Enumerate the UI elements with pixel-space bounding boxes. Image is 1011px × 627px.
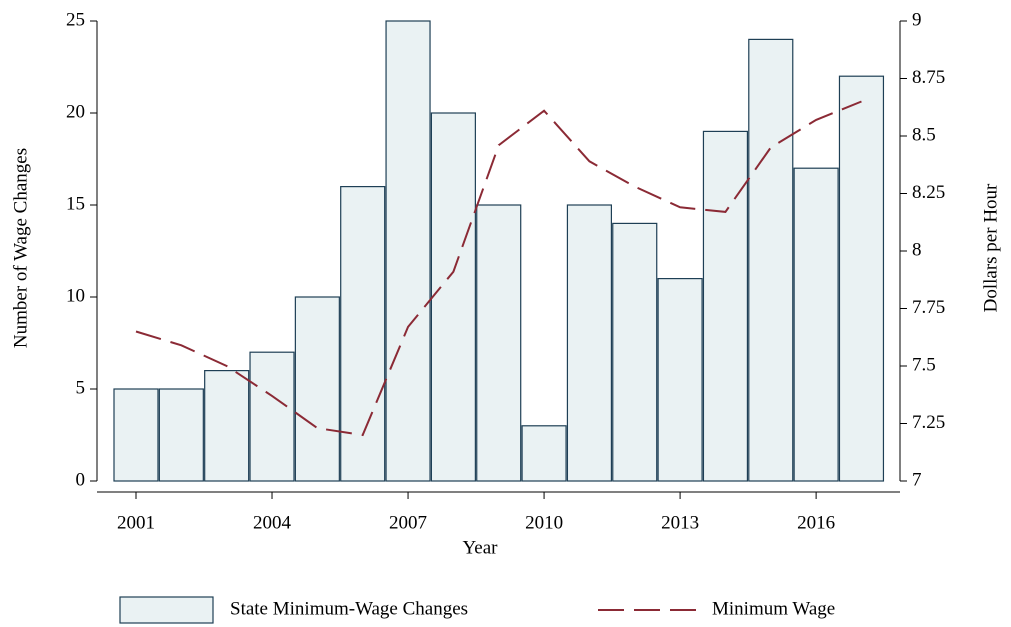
x-axis-label: Year [462, 537, 498, 558]
x-tick-label: 2010 [525, 512, 563, 533]
y-tick-label: 10 [66, 285, 85, 306]
x-tick-label: 2004 [253, 512, 292, 533]
bar [612, 222, 658, 482]
bar [249, 351, 295, 482]
bar [838, 75, 885, 482]
bar [793, 167, 839, 482]
y-tick-label: 15 [66, 193, 85, 214]
bar [158, 388, 204, 482]
y-tick-label: 5 [76, 377, 86, 398]
y2-tick-label: 7.75 [912, 297, 945, 318]
bar [657, 278, 703, 482]
y2-tick-label: 8.75 [912, 67, 945, 88]
bar [748, 38, 794, 482]
y2-tick-label: 9 [912, 9, 922, 30]
legend-label: State Minimum-Wage Changes [230, 598, 468, 619]
legend-label: Minimum Wage [712, 598, 835, 619]
y-axis-label: Number of Wage Changes [10, 148, 31, 348]
bar [521, 425, 567, 482]
bar [294, 296, 340, 482]
y2-tick-label: 8 [912, 239, 922, 260]
bar [476, 204, 522, 482]
y2-axis-label: Dollars per Hour [980, 183, 1001, 312]
bar [430, 112, 476, 482]
x-tick-label: 2016 [797, 512, 835, 533]
bar [340, 186, 386, 482]
bar [702, 130, 749, 482]
y-tick-label: 0 [76, 469, 86, 490]
y2-tick-label: 7.25 [912, 412, 945, 433]
bar [113, 388, 159, 482]
y-tick-label: 20 [66, 101, 85, 122]
y2-tick-label: 8.25 [912, 182, 945, 203]
x-tick-label: 2013 [661, 512, 699, 533]
x-tick-label: 2007 [389, 512, 427, 533]
bar [566, 204, 613, 482]
y2-tick-label: 7 [912, 469, 922, 490]
y2-tick-label: 8.5 [912, 124, 936, 145]
bar [385, 20, 431, 482]
bar [204, 370, 250, 482]
x-tick-label: 2001 [117, 512, 155, 533]
legend-swatch [119, 596, 214, 624]
line [135, 100, 862, 437]
y-tick-label: 25 [66, 9, 85, 30]
y2-tick-label: 7.5 [912, 354, 936, 375]
